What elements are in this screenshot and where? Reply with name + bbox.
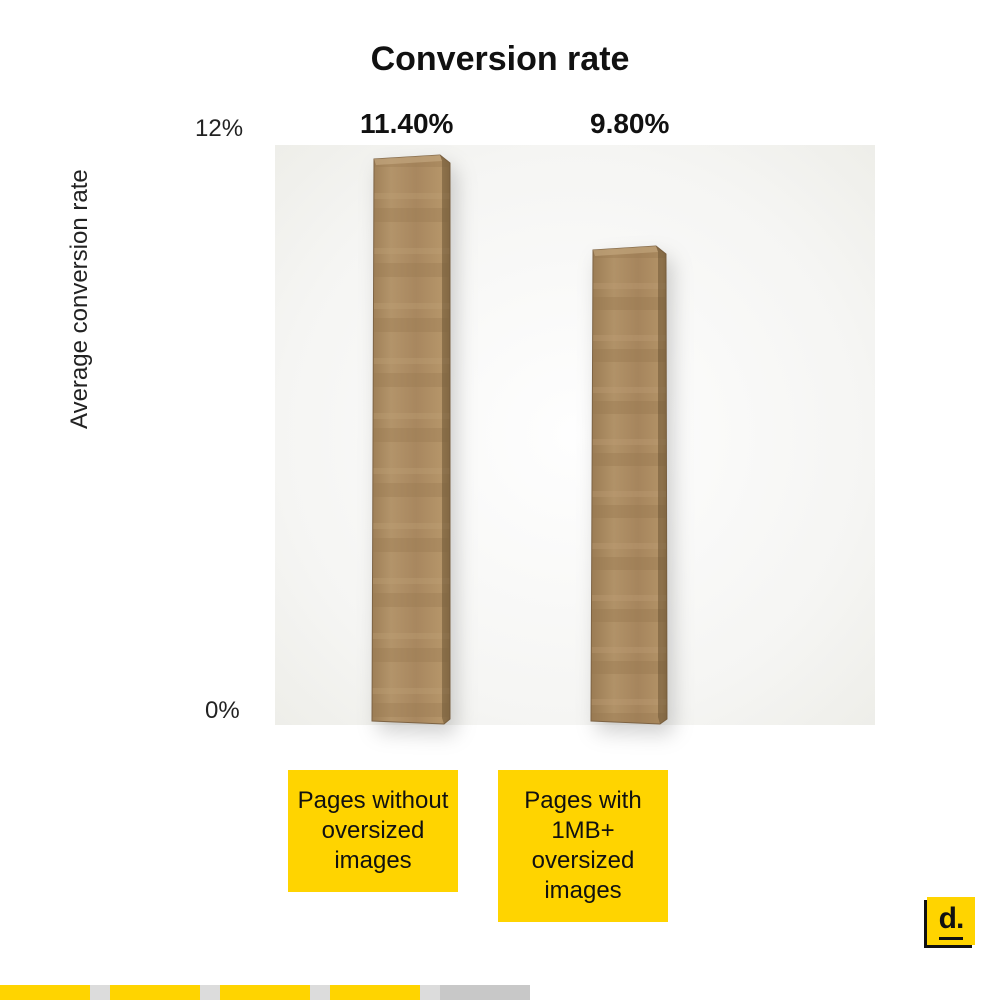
- chart-title: Conversion rate: [371, 40, 630, 79]
- cardboard-bar-icon: [370, 153, 454, 725]
- brand-logo-box: d.: [927, 897, 975, 945]
- brand-logo-text: d.: [939, 902, 964, 940]
- chart-container: Conversion rate 12% 0% Average conversio…: [0, 0, 1000, 1000]
- bar: [370, 153, 444, 725]
- cardboard-bar-icon: [590, 245, 670, 725]
- stripe-segment: [530, 985, 1000, 1000]
- bar: [590, 245, 664, 725]
- bar-value-label: 9.80%: [590, 108, 669, 140]
- stripe-segment: [420, 985, 440, 1000]
- stripe-segment: [440, 985, 530, 1000]
- category-label: Pages without oversized images: [288, 770, 458, 892]
- bar-value-label: 11.40%: [360, 108, 453, 140]
- stripe-segment: [200, 985, 220, 1000]
- brand-logo: d.: [927, 897, 975, 945]
- stripe-segment: [310, 985, 330, 1000]
- plot-area: [275, 145, 875, 725]
- category-label: Pages with 1MB+ oversized images: [498, 770, 668, 922]
- stripe-segment: [110, 985, 200, 1000]
- footer-stripe: [0, 985, 1000, 1000]
- stripe-segment: [0, 985, 90, 1000]
- y-axis-min-label: 0%: [205, 697, 240, 725]
- stripe-segment: [90, 985, 110, 1000]
- y-axis-max-label: 12%: [195, 115, 243, 143]
- stripe-segment: [330, 985, 420, 1000]
- y-axis-label: Average conversion rate: [66, 169, 94, 429]
- stripe-segment: [220, 985, 310, 1000]
